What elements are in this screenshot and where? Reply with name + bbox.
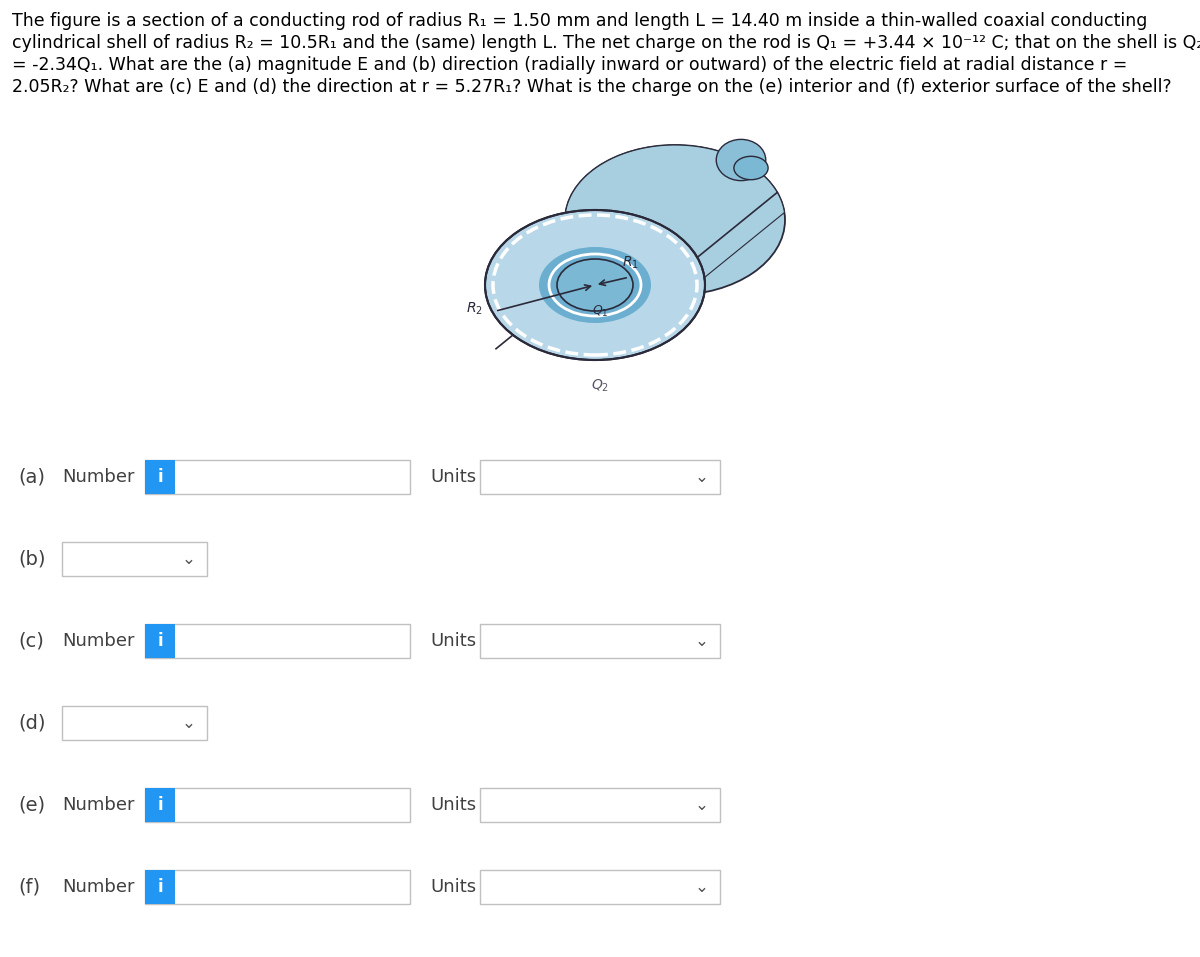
FancyBboxPatch shape xyxy=(480,870,720,904)
Ellipse shape xyxy=(598,167,752,273)
Text: ⌄: ⌄ xyxy=(695,468,709,486)
Text: Units: Units xyxy=(430,468,476,486)
Text: Number: Number xyxy=(62,632,134,650)
Ellipse shape xyxy=(734,156,768,180)
Ellipse shape xyxy=(539,247,650,323)
FancyBboxPatch shape xyxy=(145,788,175,822)
Text: cylindrical shell of radius R₂ = 10.5R₁ and the (same) length L. The net charge : cylindrical shell of radius R₂ = 10.5R₁ … xyxy=(12,34,1200,52)
FancyBboxPatch shape xyxy=(145,624,175,658)
Text: i: i xyxy=(157,632,163,650)
Text: Number: Number xyxy=(62,878,134,896)
FancyBboxPatch shape xyxy=(145,788,410,822)
Text: ⌄: ⌄ xyxy=(182,714,196,732)
Text: ⌄: ⌄ xyxy=(695,632,709,650)
Text: Number: Number xyxy=(62,796,134,814)
Text: ⌄: ⌄ xyxy=(182,550,196,568)
Text: (c): (c) xyxy=(18,632,44,651)
Text: ⌄: ⌄ xyxy=(695,796,709,814)
FancyBboxPatch shape xyxy=(145,870,410,904)
Text: ⌄: ⌄ xyxy=(695,878,709,896)
Text: i: i xyxy=(157,468,163,486)
Text: Units: Units xyxy=(430,796,476,814)
Text: The figure is a section of a conducting rod of radius R₁ = 1.50 mm and length L : The figure is a section of a conducting … xyxy=(12,12,1147,30)
Text: i: i xyxy=(157,878,163,896)
Polygon shape xyxy=(595,145,785,360)
Polygon shape xyxy=(486,145,785,278)
Text: = -2.34Q₁. What are the (a) magnitude E and (b) direction (radially inward or ou: = -2.34Q₁. What are the (a) magnitude E … xyxy=(12,56,1127,74)
Text: Units: Units xyxy=(430,632,476,650)
Text: $R_2$: $R_2$ xyxy=(466,301,482,318)
Ellipse shape xyxy=(557,259,634,311)
FancyBboxPatch shape xyxy=(145,460,410,494)
FancyBboxPatch shape xyxy=(480,624,720,658)
Text: i: i xyxy=(157,796,163,814)
Ellipse shape xyxy=(485,210,706,360)
FancyBboxPatch shape xyxy=(145,870,175,904)
Ellipse shape xyxy=(565,145,785,295)
Text: (a): (a) xyxy=(18,468,46,486)
Polygon shape xyxy=(485,145,674,360)
FancyBboxPatch shape xyxy=(62,542,208,576)
FancyBboxPatch shape xyxy=(480,788,720,822)
FancyBboxPatch shape xyxy=(145,460,175,494)
Text: (b): (b) xyxy=(18,549,46,568)
FancyBboxPatch shape xyxy=(145,624,410,658)
FancyBboxPatch shape xyxy=(480,460,720,494)
Text: Units: Units xyxy=(430,878,476,896)
Text: (f): (f) xyxy=(18,878,40,897)
Text: Number: Number xyxy=(62,468,134,486)
Text: 2.05R₂? What are (c) E and (d) the direction at r = 5.27R₁? What is the charge o: 2.05R₂? What are (c) E and (d) the direc… xyxy=(12,78,1171,96)
FancyBboxPatch shape xyxy=(62,706,208,740)
Text: $Q_2$: $Q_2$ xyxy=(590,378,610,394)
Ellipse shape xyxy=(716,140,766,181)
Text: (e): (e) xyxy=(18,795,46,814)
Text: $R_1$: $R_1$ xyxy=(622,255,638,271)
Text: $Q_1$: $Q_1$ xyxy=(592,304,608,319)
Text: (d): (d) xyxy=(18,714,46,732)
